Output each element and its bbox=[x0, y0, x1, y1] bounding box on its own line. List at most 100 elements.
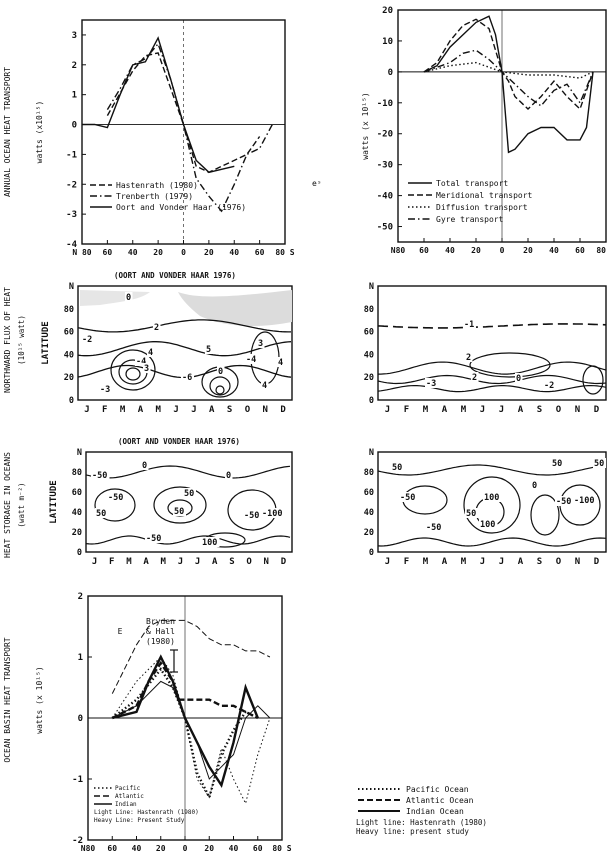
p7-series-line-1 bbox=[111, 619, 271, 694]
p3-contour-label-bg bbox=[147, 347, 155, 357]
p7-inner-legend-label: Indian bbox=[115, 801, 137, 808]
p3-contour-label: 3 bbox=[258, 339, 263, 349]
p4-contour bbox=[378, 361, 607, 375]
p5-contour-label: 0 bbox=[142, 461, 147, 471]
p4-month-label: D bbox=[594, 405, 600, 415]
p7-y-tick-label: -2 bbox=[72, 836, 83, 846]
p4-contour-label-bg bbox=[425, 378, 438, 388]
p3-contour-label-bg bbox=[135, 356, 148, 366]
p1-y-tick-label: 3 bbox=[72, 31, 77, 41]
p5-title: (OORT AND VONDER HAAR 1976) bbox=[118, 437, 240, 446]
p7-series-line-5 bbox=[112, 654, 259, 788]
p6-contour-label-bg bbox=[465, 508, 478, 518]
p7-y-tick-label: 1 bbox=[78, 653, 83, 663]
p6-contour-label-bg bbox=[399, 492, 418, 502]
p6-lat-label: 40 bbox=[364, 508, 374, 518]
p3-month-label: J bbox=[191, 405, 196, 415]
p4-month-label: J bbox=[480, 405, 485, 415]
p5-contour-label-bg bbox=[141, 460, 149, 470]
p5-lat-label: 0 bbox=[77, 548, 82, 558]
p3-month-label: S bbox=[227, 405, 232, 415]
p3-lat-label: N bbox=[69, 282, 74, 292]
p4-contour-label: 2 bbox=[472, 373, 477, 383]
p6-contour-label: 50 bbox=[392, 463, 402, 473]
p5-month-label: J bbox=[195, 557, 200, 567]
p1-series-line-0 bbox=[106, 52, 261, 174]
legend-label: Pacific Ocean bbox=[406, 785, 469, 794]
p4-month-label: S bbox=[537, 405, 542, 415]
p5-month-label: N bbox=[264, 557, 269, 567]
p6-lat-label: 0 bbox=[369, 548, 374, 558]
p2-x-tick-label: 60 bbox=[419, 246, 429, 255]
p3-contour-label-bg bbox=[205, 344, 213, 354]
p7-y-tick-label: 0 bbox=[78, 714, 83, 724]
p3-contour-label: 2 bbox=[154, 323, 159, 333]
p3-contour-label-bg bbox=[181, 372, 194, 382]
p5-contour-label: -50 bbox=[108, 493, 123, 503]
p4-contour-label: -3 bbox=[426, 379, 436, 389]
p3-contour-label-bg bbox=[143, 363, 151, 373]
p4-contour-cell bbox=[469, 352, 551, 378]
p7-ylabel: watts (x 10¹⁵) bbox=[35, 666, 44, 733]
p6-contour-label: -100 bbox=[574, 496, 594, 506]
p3-ylabel-unit: (10¹⁵ watt) bbox=[17, 315, 26, 365]
p6-contour-label-bg bbox=[551, 458, 564, 468]
p6-contour-label-bg bbox=[483, 492, 502, 502]
p3-contour-label: 4 bbox=[262, 381, 267, 391]
p6-contour-label-bg bbox=[391, 462, 404, 472]
p5-month-label: A bbox=[212, 557, 218, 567]
p3-contour-label-bg bbox=[81, 334, 94, 344]
p7-x-tick-label: 40 bbox=[229, 844, 239, 853]
p3-contour-label: -3 bbox=[100, 385, 110, 395]
p7-x-tick-label: 20 bbox=[204, 844, 214, 853]
p2-series-line-1 bbox=[423, 18, 594, 111]
p6-contour-label: 100 bbox=[480, 520, 495, 530]
p5-contour-label-bg bbox=[145, 533, 164, 543]
p7-x-tick-label: 80 S bbox=[272, 844, 291, 853]
p1-legend-label: Hastenrath (1980) bbox=[116, 181, 198, 190]
p5-contour-label: -100 bbox=[262, 509, 282, 519]
p5-contour-label-bg bbox=[183, 488, 196, 498]
p3-month-label: M bbox=[120, 405, 126, 415]
p1-x-tick-label: N 80 bbox=[72, 248, 91, 257]
p4-lat-label: 60 bbox=[364, 328, 374, 338]
p4-month-label: F bbox=[404, 405, 409, 415]
p1-y-tick-label: -2 bbox=[66, 180, 77, 190]
p6-contour-cell bbox=[530, 494, 560, 536]
p3-contour-label: -6 bbox=[182, 373, 192, 383]
p2-series-line-2 bbox=[423, 61, 594, 79]
p3-contour-label: -4 bbox=[246, 355, 256, 365]
p3-contour-label-bg bbox=[217, 366, 225, 376]
p5-lat-label: 20 bbox=[72, 528, 82, 538]
p3-title: (OORT AND VONDER HAAR 1976) bbox=[114, 271, 236, 280]
p2-y-tick-label: -30 bbox=[377, 161, 393, 171]
p7-series-line-3 bbox=[111, 667, 259, 801]
p2-y-tick-label: 0 bbox=[388, 68, 393, 78]
p4-contour-label-bg bbox=[471, 372, 479, 382]
p4-contour-label-bg bbox=[463, 319, 476, 329]
p6-contour-cell bbox=[463, 476, 521, 534]
p7-x-tick-label: 60 bbox=[253, 844, 263, 853]
p7-inner-legend-label: Heavy Line: Present Study bbox=[94, 817, 185, 824]
p5-ylabel: LATITUDE bbox=[49, 480, 59, 523]
p2-ylabel: watts (x 10¹⁵) bbox=[361, 92, 370, 159]
p2-y-tick-label: -20 bbox=[377, 130, 393, 140]
p2-legend-label: Diffusion transport bbox=[436, 203, 528, 212]
p7-inner-legend-label: Light Line: Hastenrath (1980) bbox=[94, 809, 199, 816]
p3-contour-cell bbox=[209, 376, 231, 396]
p4-lat-label: N bbox=[369, 282, 374, 292]
p1-x-tick-label: 40 bbox=[128, 248, 138, 257]
p6-contour-label-bg bbox=[573, 495, 597, 505]
p2-y-tick-label: -10 bbox=[377, 99, 393, 109]
p5-contour-label-bg bbox=[107, 492, 126, 502]
p7-x-tick-label: N80 bbox=[81, 844, 96, 853]
p3-month-label: M bbox=[156, 405, 162, 415]
p6-plot-frame bbox=[377, 451, 607, 553]
p1-y-tick-label: 1 bbox=[72, 91, 77, 101]
p1-x-tick-label: 80 S bbox=[275, 248, 294, 257]
p1-x-tick-label: 40 bbox=[229, 248, 239, 257]
p5-contour-label: 100 bbox=[202, 538, 217, 548]
p3-month-label: F bbox=[102, 405, 107, 415]
p2-x-tick-label: 20 bbox=[523, 246, 533, 255]
